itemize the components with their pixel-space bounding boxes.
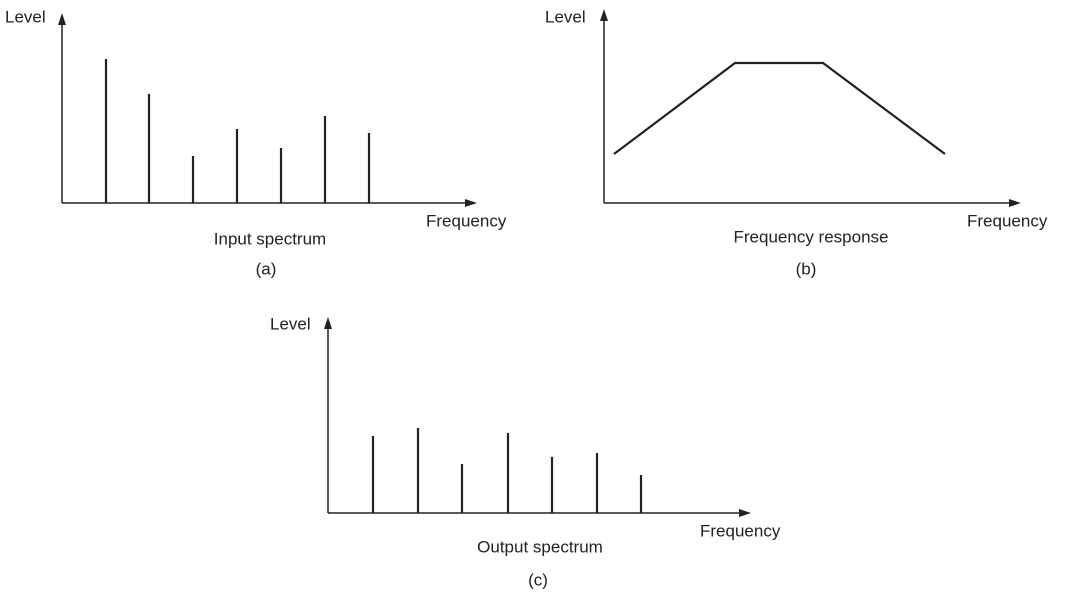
panel-tag: (c) — [528, 570, 548, 589]
panel-b: Level Frequency Frequency response (b) — [545, 7, 1048, 278]
y-axis-label: Level — [5, 7, 46, 26]
x-axis-label: Frequency — [700, 521, 781, 540]
panel-title: Output spectrum — [477, 537, 603, 556]
panel-a: Level Frequency Input spectrum (a) — [5, 7, 507, 278]
panel-title: Frequency response — [734, 227, 889, 246]
panel-tag: (a) — [256, 259, 277, 278]
panel-c: Level Frequency Output spectrum (c) — [270, 314, 781, 589]
arrow — [58, 13, 66, 25]
response-curve — [613, 61, 946, 155]
panel-title: Input spectrum — [214, 229, 326, 248]
arrow — [465, 199, 477, 207]
y-axis-label: Level — [270, 314, 311, 333]
arrow — [600, 9, 608, 21]
x-axis-label: Frequency — [426, 211, 507, 230]
arrow — [739, 509, 751, 517]
panel-tag: (b) — [796, 259, 817, 278]
y-axis-label: Level — [545, 7, 586, 26]
x-axis-label: Frequency — [967, 211, 1048, 230]
arrow — [324, 317, 332, 329]
arrow — [1009, 199, 1021, 207]
